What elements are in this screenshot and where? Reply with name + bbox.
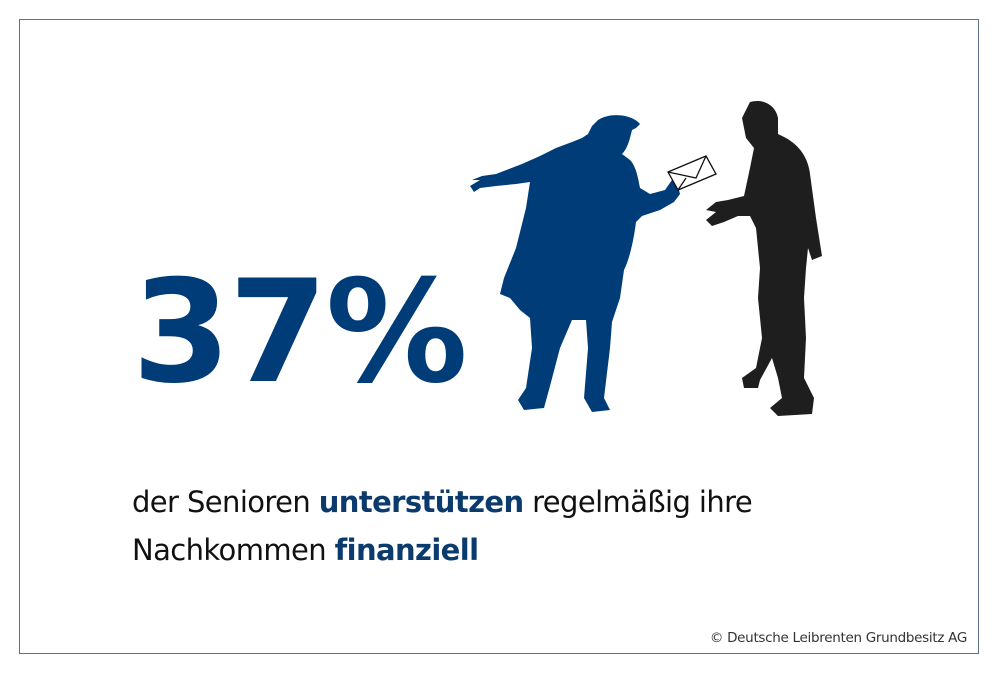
caption-line-1: der Senioren unterstützen regelmäßig ihr… bbox=[132, 478, 753, 526]
caption-text: Nachkommen bbox=[132, 533, 335, 567]
silhouettes-illustration bbox=[470, 100, 822, 417]
stat-caption: der Senioren unterstützen regelmäßig ihr… bbox=[132, 478, 753, 574]
receiver-silhouette-icon bbox=[706, 100, 822, 417]
caption-text: regelmäßig ihre bbox=[523, 485, 753, 519]
caption-line-2: Nachkommen finanziell bbox=[132, 526, 752, 574]
giver-silhouette-icon bbox=[470, 115, 680, 412]
caption-text: der Senioren bbox=[132, 485, 319, 519]
envelope-icon bbox=[667, 155, 717, 191]
caption-highlight-supports: unterstützen bbox=[318, 485, 524, 519]
card-frame bbox=[19, 19, 979, 654]
caption-highlight-financially: finanziell bbox=[334, 533, 479, 567]
stat-value: 37% bbox=[132, 250, 468, 415]
copyright-notice: © Deutsche Leibrenten Grundbesitz AG bbox=[709, 630, 967, 646]
